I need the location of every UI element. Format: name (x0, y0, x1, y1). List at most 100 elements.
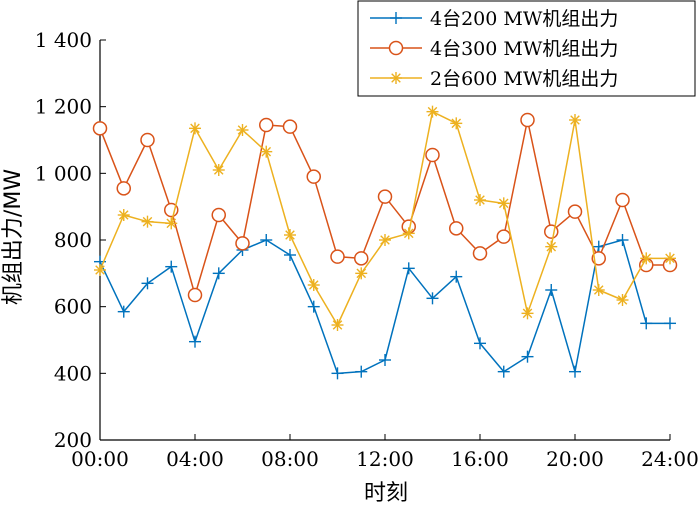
data-point (425, 147, 440, 163)
x-axis-title: 时刻 (364, 481, 408, 506)
y-tick-label: 400 (54, 361, 92, 385)
data-point (189, 335, 201, 348)
data-point (521, 307, 534, 320)
data-point (402, 227, 415, 240)
data-point (331, 319, 344, 331)
data-point (521, 350, 534, 363)
x-tick-label: 08:00 (261, 447, 319, 471)
data-point (616, 234, 629, 246)
data-point (474, 194, 486, 206)
data-point (141, 277, 154, 290)
x-tick-label: 24:00 (641, 447, 699, 471)
data-point (260, 234, 273, 246)
data-point (472, 246, 488, 261)
series-line (99, 110, 670, 326)
data-point (306, 169, 321, 184)
data-point (331, 367, 344, 380)
data-point (496, 229, 511, 244)
x-tick-label: 00:00 (71, 447, 129, 471)
data-point (520, 112, 535, 128)
x-tick-label: 12:00 (356, 447, 414, 471)
data-point (449, 221, 464, 236)
series-1 (94, 234, 676, 380)
data-point (116, 181, 131, 196)
data-point (402, 262, 415, 275)
y-tick-label: 1 000 (35, 161, 92, 185)
data-point (545, 284, 558, 296)
data-point (282, 119, 298, 134)
data-point (94, 264, 106, 276)
data-point (616, 294, 629, 306)
data-point (569, 114, 581, 126)
data-point (117, 209, 130, 221)
data-point (640, 317, 653, 330)
data-point (140, 132, 155, 148)
data-point (497, 365, 510, 378)
data-point (497, 197, 510, 210)
y-tick-label: 200 (54, 428, 92, 452)
y-axis: 200 400 600 800 1 000 1 200 1 400 (35, 28, 106, 452)
data-point (545, 240, 558, 253)
legend: 4台200 MW机组出力 4台300 MW机组出力 2台600 MW机组出力 (357, 0, 696, 97)
data-point (664, 317, 676, 330)
data-point (212, 267, 225, 280)
data-point (212, 164, 225, 176)
data-point (236, 124, 249, 136)
data-point (355, 365, 368, 378)
series-layer (92, 105, 678, 380)
data-point (307, 279, 320, 291)
x-tick-label: 16:00 (451, 447, 509, 471)
y-tick-label: 1 200 (35, 95, 92, 119)
data-point (474, 337, 486, 350)
legend-marker (388, 40, 404, 56)
data-point (260, 145, 273, 158)
data-point (189, 122, 201, 135)
legend-item: 4台300 MW机组出力 (370, 38, 618, 60)
data-point (259, 117, 274, 133)
y-tick-label: 1 400 (35, 28, 92, 52)
data-point (330, 249, 345, 264)
y-axis-title: 机组出力/MW (1, 169, 26, 305)
y-tick-label: 600 (54, 295, 92, 319)
data-point (284, 249, 296, 261)
data-point (615, 192, 630, 208)
data-point (569, 365, 581, 378)
data-point (187, 287, 203, 303)
legend-marker (390, 12, 402, 24)
legend-label: 2台600 MW机组出力 (430, 68, 618, 90)
x-tick-label: 20:00 (546, 447, 604, 471)
data-point (235, 236, 250, 251)
data-point (377, 189, 393, 204)
legend-label: 4台200 MW机组出力 (430, 8, 618, 30)
data-point (426, 292, 439, 305)
data-point (284, 229, 296, 241)
legend-item: 2台600 MW机组出力 (370, 68, 618, 90)
data-point (211, 207, 226, 223)
data-point (426, 105, 439, 118)
data-point (379, 234, 391, 246)
y-tick-label: 800 (54, 228, 92, 252)
data-point (165, 260, 178, 273)
data-point (165, 217, 178, 230)
legend-item: 4台200 MW机组出力 (370, 8, 618, 30)
data-point (664, 252, 676, 265)
data-point (567, 204, 583, 219)
data-point (307, 300, 320, 313)
x-tick-label: 04:00 (166, 447, 224, 471)
series-2 (92, 112, 678, 303)
legend-marker (390, 72, 402, 84)
legend-label: 4台300 MW机组出力 (430, 38, 618, 60)
data-point (117, 305, 130, 318)
series-line (99, 119, 670, 296)
data-point (355, 267, 368, 280)
data-point (544, 224, 559, 239)
data-point (141, 215, 154, 228)
x-axis: 00:00 04:00 08:00 12:00 16:00 20:00 24:00 (71, 434, 699, 471)
data-point (592, 284, 605, 296)
data-point (450, 270, 463, 283)
data-point (450, 117, 463, 130)
data-point (92, 121, 108, 136)
data-point (379, 354, 391, 366)
series-3 (94, 105, 676, 331)
